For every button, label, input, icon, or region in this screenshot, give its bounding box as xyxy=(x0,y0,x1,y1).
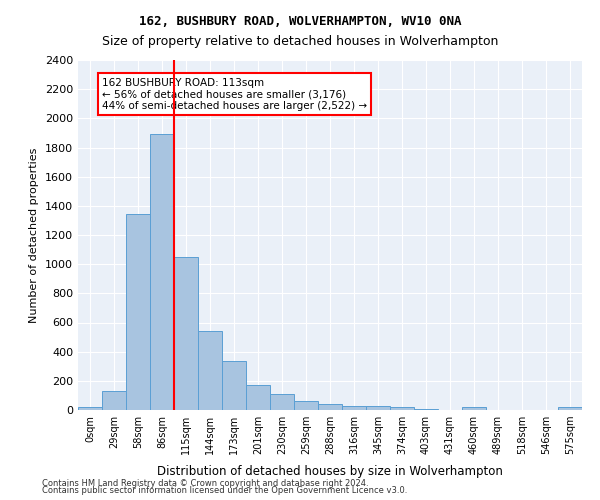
Y-axis label: Number of detached properties: Number of detached properties xyxy=(29,148,40,322)
Bar xyxy=(294,401,318,410)
Text: Contains public sector information licensed under the Open Government Licence v3: Contains public sector information licen… xyxy=(42,486,407,495)
Text: Contains HM Land Registry data © Crown copyright and database right 2024.: Contains HM Land Registry data © Crown c… xyxy=(42,478,368,488)
Text: 162 BUSHBURY ROAD: 113sqm
← 56% of detached houses are smaller (3,176)
44% of se: 162 BUSHBURY ROAD: 113sqm ← 56% of detac… xyxy=(102,78,367,110)
Bar xyxy=(174,258,198,410)
Bar xyxy=(78,407,102,410)
Bar xyxy=(270,394,294,410)
Bar xyxy=(246,385,270,410)
Bar xyxy=(414,408,438,410)
Text: 162, BUSHBURY ROAD, WOLVERHAMPTON, WV10 0NA: 162, BUSHBURY ROAD, WOLVERHAMPTON, WV10 … xyxy=(139,15,461,28)
Bar xyxy=(462,407,486,410)
Bar xyxy=(198,331,222,410)
X-axis label: Distribution of detached houses by size in Wolverhampton: Distribution of detached houses by size … xyxy=(157,466,503,478)
Bar xyxy=(318,404,342,410)
Bar xyxy=(150,134,174,410)
Bar xyxy=(366,406,390,410)
Bar xyxy=(558,407,582,410)
Bar xyxy=(102,392,126,410)
Bar xyxy=(126,214,150,410)
Bar xyxy=(222,360,246,410)
Text: Size of property relative to detached houses in Wolverhampton: Size of property relative to detached ho… xyxy=(102,35,498,48)
Bar xyxy=(390,407,414,410)
Bar xyxy=(342,406,366,410)
